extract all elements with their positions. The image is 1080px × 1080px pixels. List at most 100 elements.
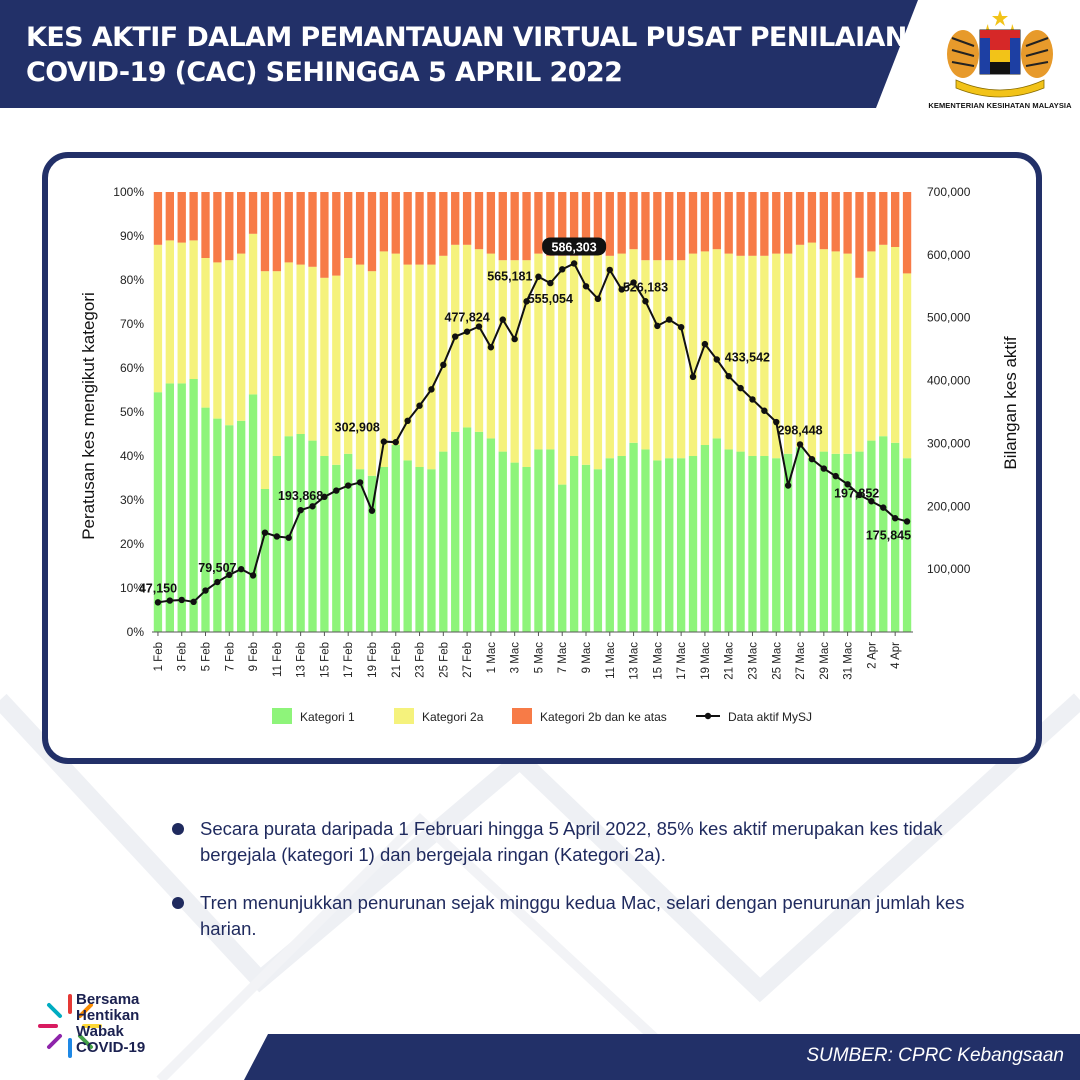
bar-segment — [510, 260, 519, 463]
note-text: Tren menunjukkan penurunan sejak minggu … — [200, 892, 965, 939]
bar-segment — [760, 456, 769, 632]
bar-segment — [284, 192, 293, 263]
bar-segment — [783, 253, 793, 454]
bar-segment — [320, 192, 329, 278]
bar-segment — [225, 425, 234, 632]
bar-segment — [641, 260, 650, 450]
bar-segment — [308, 192, 317, 267]
bar-segment — [225, 260, 234, 426]
bar-segment — [451, 431, 460, 632]
data-label: 79,507 — [198, 561, 236, 575]
data-label: 302,908 — [335, 421, 380, 435]
mysj-point — [249, 572, 257, 579]
bar-segment — [296, 264, 305, 434]
campaign-line: Hentikan — [76, 1007, 140, 1024]
x-tick-label: 1 Mac — [486, 642, 498, 674]
mysj-point — [654, 322, 661, 330]
bar-segment — [581, 192, 591, 254]
x-tick-label: 23 Feb — [415, 642, 427, 678]
bar-segment — [653, 260, 662, 461]
government-emblem — [930, 8, 1070, 118]
bar-segment — [344, 453, 353, 632]
mysj-point — [237, 565, 245, 573]
mysj-point — [368, 507, 376, 514]
footer-banner — [244, 1034, 1080, 1080]
y-axis-ticks: 0% 10% 20% 30% 40% 50% 60% 70% 80% 90% 100% — [113, 185, 144, 639]
bar-segment — [379, 467, 389, 632]
bar-segment — [534, 192, 543, 254]
bar-segment — [807, 242, 817, 459]
x-tick-label: 15 Feb — [319, 642, 331, 678]
x-tick-label: 7 Mac — [557, 642, 569, 674]
data-label: 47,150 — [139, 581, 177, 595]
bar-segment — [546, 449, 555, 632]
bar-segment — [332, 464, 341, 632]
bar-segment — [676, 260, 686, 459]
mysj-point — [416, 402, 423, 409]
y2-tick-label: 200,000 — [927, 499, 971, 513]
bar-segment — [272, 456, 282, 632]
bar-segment — [819, 192, 828, 250]
bar-segment — [629, 442, 638, 632]
page-title: KES AKTIF DALAM PEMANTAUAN VIRTUAL PUSAT… — [26, 20, 907, 90]
bar-segment — [558, 192, 567, 256]
mysj-point — [321, 493, 328, 501]
bar-segment — [724, 449, 733, 632]
bar-segment — [308, 266, 317, 441]
bar-segment — [605, 192, 614, 256]
bar-segment — [546, 255, 555, 450]
bar-segment — [439, 451, 448, 632]
data-label: 565,181 — [487, 270, 532, 284]
bar-segment — [736, 192, 745, 256]
bar-segment — [617, 456, 626, 632]
x-tick-label: 19 Feb — [367, 642, 379, 678]
mysj-point — [356, 479, 364, 486]
data-labels: 47,150 79,507 193,868 302,908 477,824 565,181… — [139, 237, 911, 595]
bar-segment — [332, 275, 341, 465]
bar-segment — [177, 192, 186, 243]
bar-segment — [748, 456, 757, 632]
bar-segment — [843, 453, 852, 632]
bar-segment — [379, 192, 389, 252]
x-tick-label: 9 Mac — [581, 642, 593, 674]
bar-segment — [902, 273, 912, 459]
bar-segment — [534, 253, 543, 450]
bar-segment — [688, 253, 698, 456]
bar-segment — [248, 233, 258, 395]
data-label: 526,183 — [623, 280, 668, 294]
bar-segment — [320, 277, 329, 456]
bar-segment — [379, 251, 389, 467]
x-tick-label: 7 Feb — [224, 642, 236, 671]
bar-segment — [569, 456, 579, 632]
bar-segment — [581, 253, 591, 465]
mysj-point — [392, 438, 399, 446]
bar-segment — [439, 192, 448, 256]
campaign-line: Wabak — [76, 1023, 124, 1040]
bar-segment — [724, 253, 733, 450]
bar-segment — [462, 244, 472, 428]
y2-tick-label: 600,000 — [927, 248, 971, 262]
x-axis-ticks: 1 Feb 3 Feb 5 Feb 7 Feb 9 Feb 11 Feb 13 Feb 15 … — [153, 632, 902, 680]
bar-segment — [831, 192, 840, 252]
bar-segment — [474, 431, 484, 632]
mysj-point — [404, 417, 411, 424]
mysj-point — [428, 386, 435, 393]
bar-segment — [605, 458, 614, 632]
x-tick-label: 13 Mac — [629, 642, 641, 680]
mysj-point — [523, 298, 530, 305]
mysj-point — [273, 533, 281, 540]
bar-segment — [891, 192, 900, 247]
mysj-point — [452, 333, 459, 340]
mysj-point — [214, 578, 221, 586]
bar-segment — [355, 469, 365, 632]
bar-segment — [902, 458, 912, 632]
bar-segment — [605, 255, 614, 459]
bar-segment — [486, 438, 496, 632]
x-tick-label: 17 Feb — [343, 642, 355, 678]
bar-segment — [498, 451, 507, 632]
bar-segment — [534, 449, 543, 632]
mysj-point — [535, 273, 542, 280]
mysj-point — [285, 534, 292, 541]
bar-segment — [510, 192, 519, 261]
mysj-line — [157, 262, 908, 604]
